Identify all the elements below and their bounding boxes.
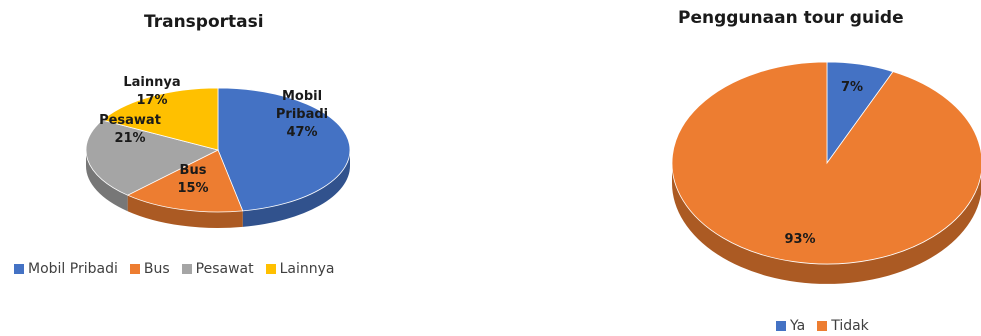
legend-item-lainnya: Lainnya bbox=[265, 261, 335, 277]
legend-tour-guide: Ya Tidak bbox=[776, 318, 881, 334]
pie-slice-pesawat bbox=[85, 119, 220, 196]
legend-label-lainnya: Lainnya bbox=[279, 261, 335, 277]
data-label-line: Bus bbox=[180, 163, 207, 178]
pie-slice-lainnya bbox=[101, 87, 219, 151]
pie-slice-tidak bbox=[671, 61, 981, 265]
legend-label-ya: Ya bbox=[790, 318, 806, 334]
chart-title-tour-guide: Penggunaan tour guide bbox=[678, 8, 904, 28]
legend-label-pesawat: Pesawat bbox=[195, 261, 254, 277]
data-label-line: 7% bbox=[841, 80, 863, 95]
data-label-line: Lainnya bbox=[123, 75, 180, 90]
legend-swatch-pesawat bbox=[181, 264, 192, 274]
data-label-line: 21% bbox=[114, 131, 145, 146]
data-label-lainnya: Lainnya 17% bbox=[123, 75, 180, 108]
legend-item-bus: Bus bbox=[129, 261, 170, 277]
legend-label-tidak: Tidak bbox=[831, 318, 869, 334]
legend-transportasi: Mobil Pribadi Bus Pesawat Lainnya bbox=[14, 261, 346, 277]
chart-title-transportasi: Transportasi bbox=[144, 12, 264, 32]
legend-swatch-mobil-pribadi bbox=[14, 264, 24, 274]
data-label-line: Pesawat bbox=[99, 113, 161, 128]
legend-swatch-tidak bbox=[817, 321, 828, 331]
pie-slice-bus bbox=[126, 149, 244, 213]
legend-item-ya: Ya bbox=[776, 318, 805, 334]
data-label-bus: Bus 15% bbox=[177, 163, 208, 196]
data-label-line: 93% bbox=[784, 232, 815, 247]
legend-item-mobil-pribadi: Mobil Pribadi bbox=[14, 261, 118, 277]
legend-swatch-ya bbox=[776, 321, 786, 331]
legend-label-mobil-pribadi: Mobil Pribadi bbox=[28, 261, 118, 277]
data-label-line: 47% bbox=[286, 125, 317, 140]
pie-side-mobil-pribadi bbox=[242, 150, 350, 227]
data-label-line: Pribadi bbox=[276, 107, 328, 122]
legend-swatch-lainnya bbox=[265, 264, 276, 274]
legend-item-tidak: Tidak bbox=[817, 318, 869, 334]
pie-side-tidak bbox=[672, 163, 981, 284]
data-label-line: 15% bbox=[177, 181, 208, 196]
data-label-pesawat: Pesawat 21% bbox=[99, 113, 161, 146]
pie-side-pesawat bbox=[86, 150, 128, 212]
pie-side-bus bbox=[127, 195, 243, 228]
data-label-tidak: 93% bbox=[784, 232, 815, 247]
data-label-ya: 7% bbox=[841, 80, 863, 95]
data-label-mobil-pribadi: Mobil Pribadi 47% bbox=[276, 89, 328, 140]
data-label-line: Mobil bbox=[282, 89, 322, 104]
legend-swatch-bus bbox=[129, 264, 140, 274]
pie-slice-mobil-pribadi bbox=[217, 87, 351, 212]
legend-label-bus: Bus bbox=[143, 261, 170, 277]
legend-item-pesawat: Pesawat bbox=[181, 261, 254, 277]
data-label-line: 17% bbox=[136, 93, 167, 108]
